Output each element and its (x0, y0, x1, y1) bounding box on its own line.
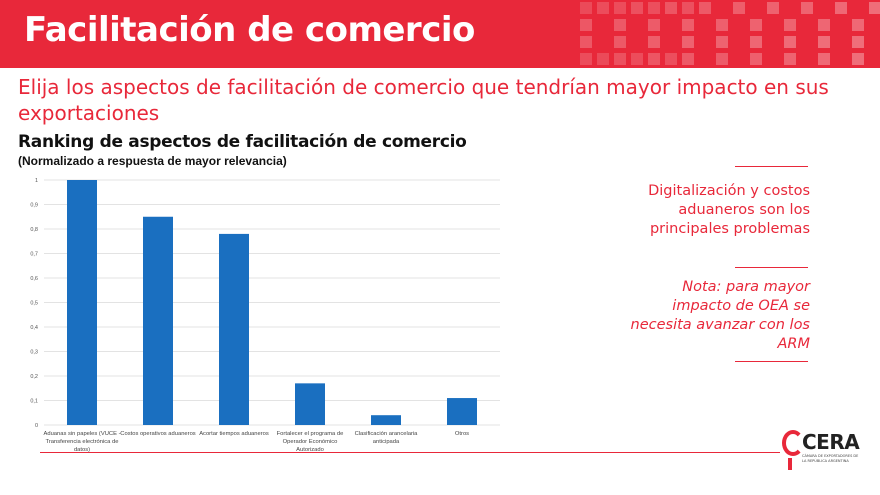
bar (143, 216, 173, 425)
y-tick-label: 0,2 (30, 374, 38, 380)
x-tick-label: Otros (455, 431, 469, 437)
y-tick-label: 0,4 (30, 325, 38, 331)
bar (371, 415, 401, 425)
bar-chart: 0 0,1 0,2 0,3 0,4 0,5 0,6 0,7 0,8 0,9 1 Aduanas sin… (30, 178, 500, 453)
header-banner: Facilitación de comercio (0, 0, 880, 68)
page-title: Facilitación de comercio (24, 10, 475, 50)
y-tick-label: 0,9 (30, 203, 38, 209)
logo-text: CERA (802, 430, 860, 454)
x-tick-label: Aduanas sin papeles (VUCE -Transferencia… (43, 431, 120, 453)
side-divider-middle (735, 267, 808, 268)
x-tick-label: Acortar tiempos aduaneros (199, 431, 269, 437)
side-divider-top (735, 166, 808, 167)
y-tick-label: 0,7 (30, 252, 38, 258)
x-tick-label: Clasificación arancelaria anticipada (355, 431, 419, 445)
cera-logo: CERA CÁMARA DE EXPORTADORES DE LA REPÚBL… (780, 428, 860, 478)
logo-subtext: CÁMARA DE EXPORTADORES DE LA REPÚBLICA A… (802, 454, 859, 463)
y-tick-label: 0,3 (30, 350, 38, 356)
x-tick-label: Fortalecer el programa de Operador Económ… (277, 431, 344, 453)
logo-mark-icon (782, 430, 804, 456)
y-tick-label: 1 (35, 178, 38, 184)
bar (295, 383, 325, 425)
x-tick-label: Costos operativos aduaneros (120, 431, 196, 437)
y-tick-label: 0,1 (30, 399, 38, 405)
logo-dot-icon (788, 458, 792, 470)
bar (219, 233, 249, 425)
bar (67, 180, 97, 425)
y-tick-label: 0 (35, 423, 38, 429)
chart-subtitle: (Normalizado a respuesta de mayor releva… (18, 154, 287, 168)
side-panel-main: Digitalización y costos aduaneros son lo… (648, 183, 810, 237)
bar (447, 398, 477, 425)
bottom-divider (40, 452, 780, 453)
chart-title: Ranking de aspectos de facilitación de c… (18, 132, 467, 152)
side-divider-bottom (735, 361, 808, 362)
decorative-mosaic (580, 2, 880, 65)
y-tick-label: 0,6 (30, 276, 38, 282)
side-panel-note: Nota: para mayor impacto de OEA se neces… (630, 279, 810, 352)
question-subtitle: Elija los aspectos de facilitación de co… (18, 75, 829, 125)
y-tick-label: 0,5 (30, 301, 38, 307)
y-tick-label: 0,8 (30, 227, 38, 233)
